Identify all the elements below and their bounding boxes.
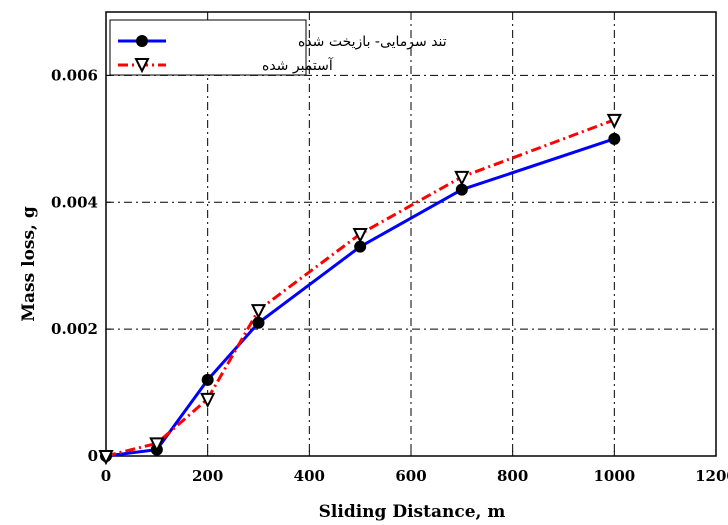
- y-axis-title: Mass loss, g: [19, 206, 39, 322]
- x-tick-label: 1000: [593, 467, 635, 485]
- series-1-point: [608, 132, 621, 145]
- y-axis-ticks: 0 0.002 0.004 0.006: [51, 66, 111, 465]
- series-2-point: [98, 450, 114, 466]
- x-tick-label: 800: [497, 467, 528, 485]
- x-tick-label: 400: [294, 467, 325, 485]
- legend-label-series-1: تند سرمایی- بازیخت شده: [298, 34, 447, 50]
- series-2-point: [200, 392, 216, 409]
- y-tick-label: 0: [88, 447, 98, 465]
- series-2-point: [250, 304, 267, 320]
- series-1-point: [252, 316, 265, 329]
- series-2-line: [105, 118, 615, 458]
- series-2-point: [352, 228, 368, 244]
- series-2-point: [454, 170, 470, 187]
- legend-marker-series-2: [134, 58, 150, 74]
- x-tick-label: 200: [192, 467, 223, 485]
- series-layer: [98, 113, 622, 466]
- series-2-point: [149, 437, 165, 453]
- series-1-point: [354, 240, 367, 253]
- grid-lines: [106, 12, 716, 456]
- y-tick-label: 0.006: [51, 66, 98, 84]
- y-tick-label: 0.004: [51, 193, 98, 211]
- series-2-point: [606, 113, 622, 130]
- y-tick-label: 0.002: [51, 320, 98, 338]
- legend: تند سرمایی- بازیخت شده آستمبر شده: [109, 19, 447, 76]
- x-axis-title: Sliding Distance, m: [319, 502, 506, 522]
- x-tick-label: 600: [395, 467, 426, 485]
- legend-label-series-2: آستمبر شده: [262, 57, 334, 74]
- legend-marker-series-1: [136, 35, 148, 47]
- series-1-point: [455, 183, 468, 196]
- series-1-point: [201, 373, 214, 386]
- series-1-line: [105, 137, 615, 458]
- x-tick-label: 0: [101, 467, 111, 485]
